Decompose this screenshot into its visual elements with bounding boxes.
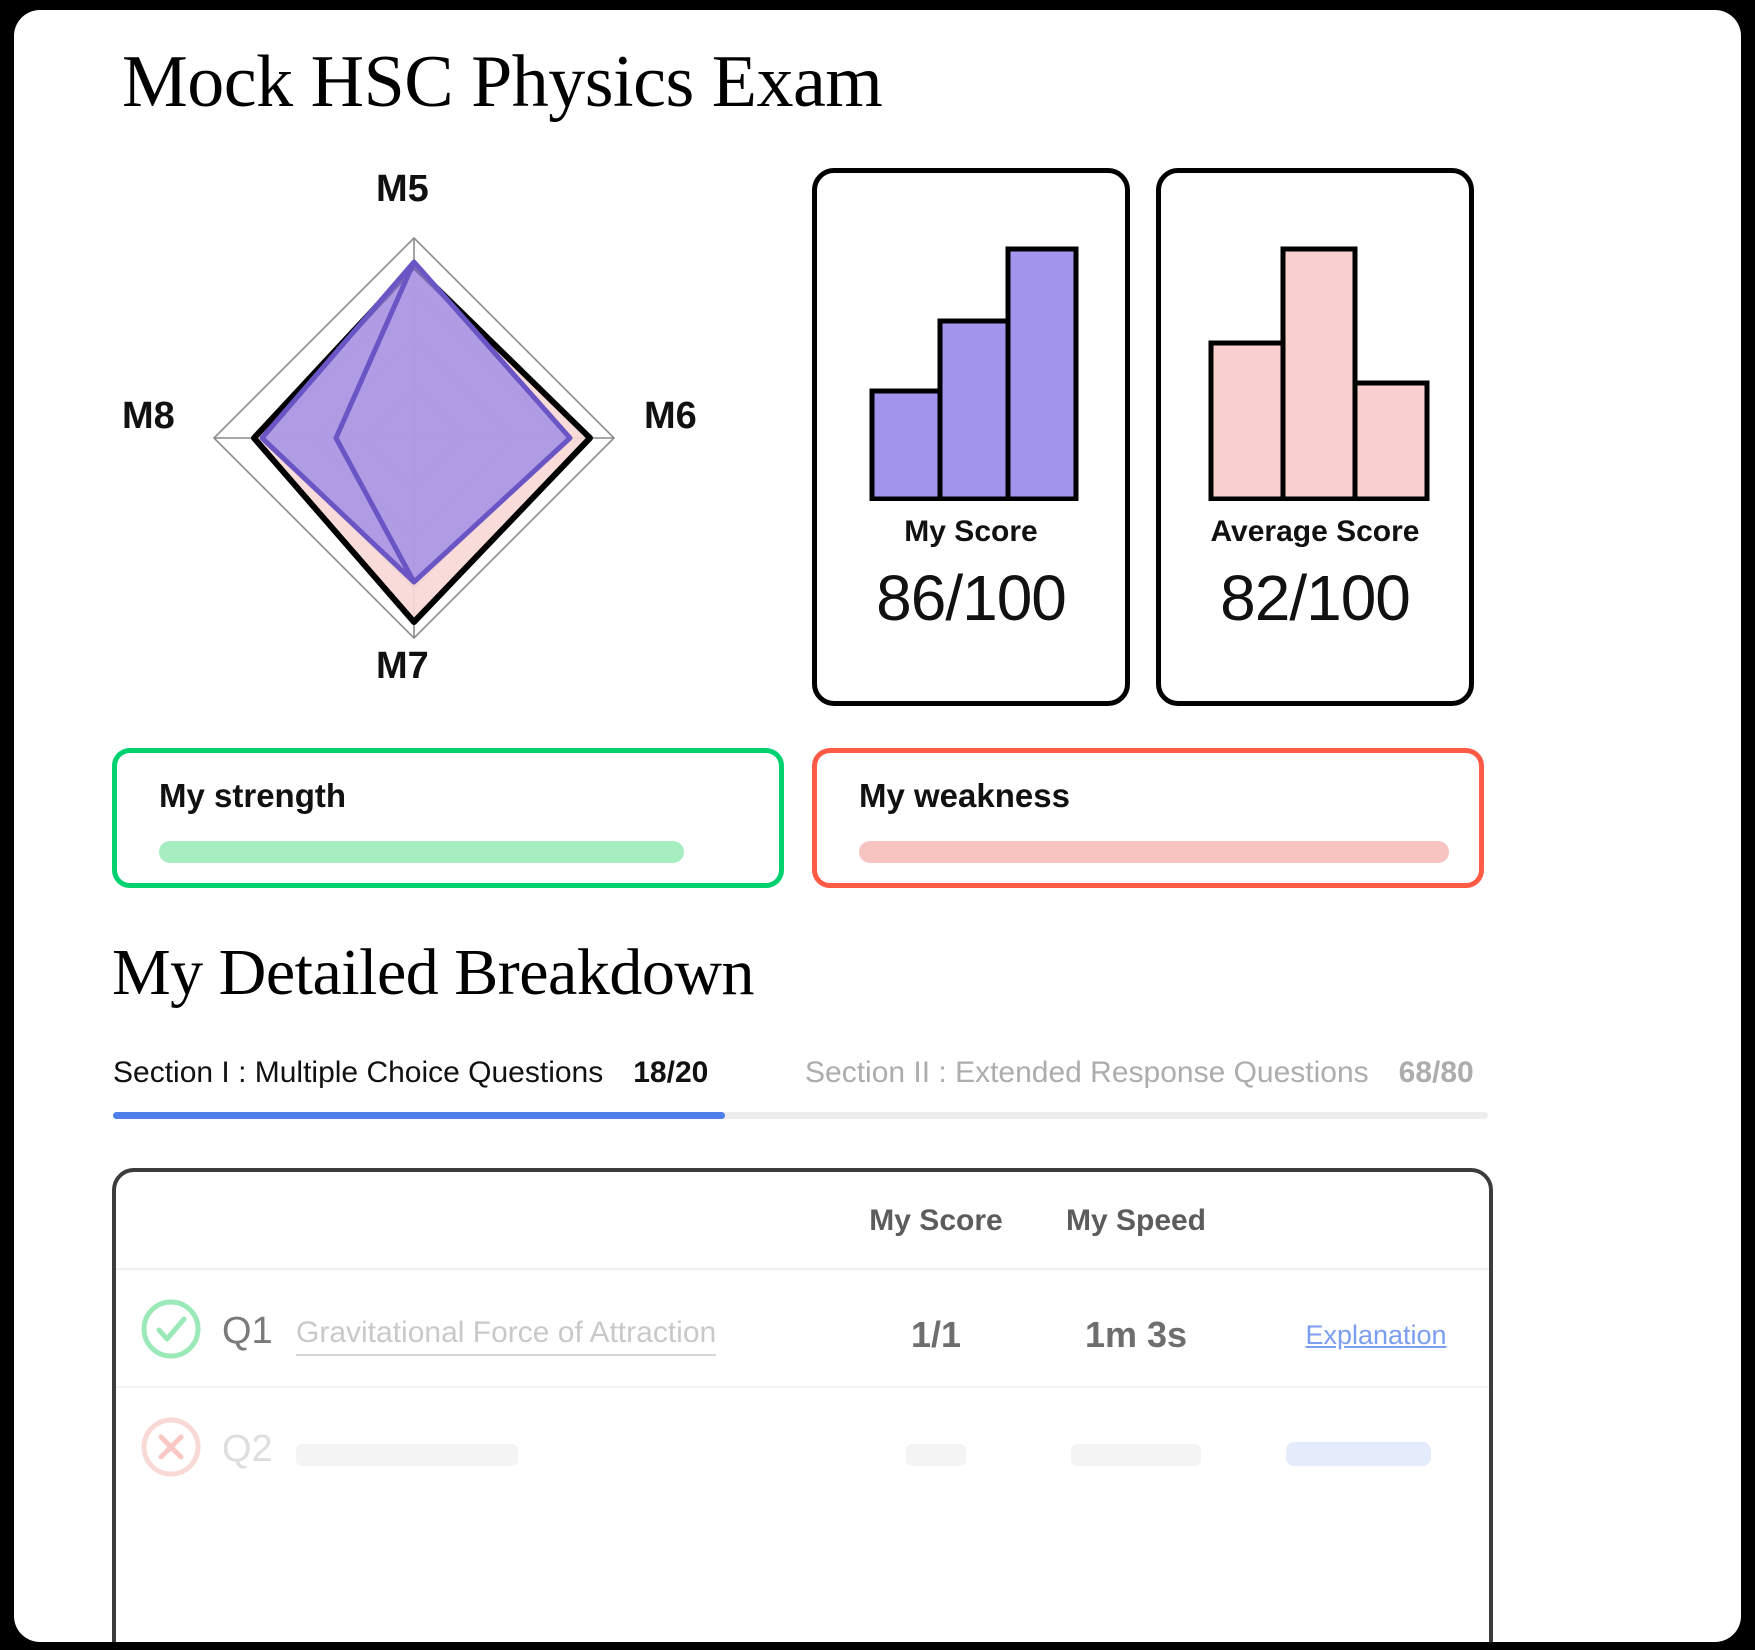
column-header-my-speed: My Speed [1065, 1204, 1207, 1237]
my-weakness-card: My weakness [812, 748, 1484, 888]
question-number: Q1 [222, 1310, 273, 1352]
radar-axis-label-m8: M8 [122, 395, 175, 437]
tab-progress-fill [113, 1112, 725, 1119]
radar-chart-svg [212, 236, 616, 640]
my-weakness-bar [859, 841, 1449, 863]
row-my-score-placeholder [906, 1444, 966, 1466]
question-title-link[interactable]: Gravitational Force of Attraction [296, 1316, 717, 1356]
average-score-label: Average Score [1210, 515, 1420, 548]
question-title-placeholder [296, 1444, 518, 1466]
radar-axis-label-m6: M6 [644, 395, 697, 437]
radar-axis-label-m5: M5 [376, 168, 429, 210]
report-page: Mock HSC Physics Exam M5 M6 M7 M8 [14, 10, 1741, 1642]
tab-section-1-score: 18/20 [633, 1056, 709, 1089]
my-strength-title: My strength [159, 777, 347, 814]
row-my-speed-placeholder [1071, 1444, 1201, 1466]
my-score-value: 86/100 [876, 562, 1067, 634]
column-header-my-score: My Score [869, 1204, 1003, 1237]
radar-series-mine [259, 259, 573, 585]
row-my-speed: 1m 3s [1084, 1314, 1188, 1355]
radar-inner-edge [333, 260, 417, 584]
explanation-link-placeholder [1286, 1442, 1431, 1466]
average-score-value: 82/100 [1220, 562, 1411, 634]
my-score-mini-bar-chart [817, 231, 1125, 502]
my-score-label: My Score [904, 515, 1038, 548]
explanation-link[interactable]: Explanation [1305, 1320, 1447, 1350]
table-row[interactable]: Q1 Gravitational Force of Attraction 1/1… [116, 1268, 1489, 1386]
my-score-card: My Score 86/100 [812, 168, 1130, 706]
my-strength-bar [159, 841, 684, 863]
tab-section-2[interactable]: Section II : Extended Response Questions… [805, 1056, 1474, 1090]
tab-section-2-score: 68/80 [1398, 1056, 1474, 1089]
tab-section-1-label: Section I : Multiple Choice Questions [113, 1056, 604, 1089]
row-my-score: 1/1 [910, 1314, 962, 1355]
section-tabs: Section I : Multiple Choice Questions 18… [113, 1056, 1488, 1118]
tab-section-2-label: Section II : Extended Response Questions [805, 1056, 1369, 1089]
radar-chart: M5 M6 M7 M8 [114, 160, 734, 720]
my-strength-card: My strength [112, 748, 784, 888]
my-weakness-title: My weakness [859, 777, 1070, 814]
tab-section-1[interactable]: Section I : Multiple Choice Questions 18… [113, 1056, 708, 1090]
average-score-card: Average Score 82/100 [1156, 168, 1474, 706]
breakdown-heading: My Detailed Breakdown [112, 936, 755, 1009]
cross-circle-icon [140, 1416, 202, 1478]
table-header-row: My Score My Speed [116, 1172, 1489, 1268]
breakdown-table: My Score My Speed Q1 Gravitational Force… [112, 1168, 1493, 1642]
table-row[interactable]: Q2 [116, 1386, 1489, 1504]
tab-progress-track[interactable] [113, 1112, 1488, 1119]
page-title: Mock HSC Physics Exam [122, 41, 883, 123]
average-score-mini-bar-chart [1161, 231, 1469, 502]
check-circle-icon [140, 1298, 202, 1360]
radar-axis-label-m7: M7 [376, 645, 429, 687]
question-number: Q2 [222, 1428, 273, 1470]
